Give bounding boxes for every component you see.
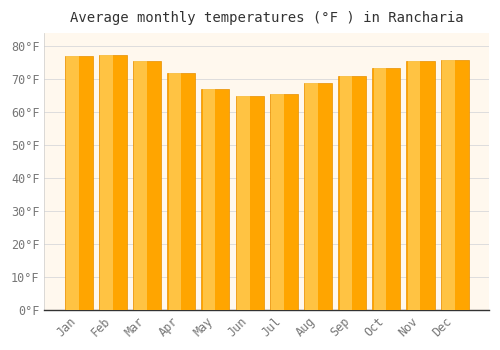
Bar [236,96,264,310]
Bar [340,76,352,310]
Bar [133,61,161,310]
Bar [372,68,400,310]
Bar [406,61,434,310]
Bar [304,83,332,310]
Bar [408,61,420,310]
Bar [374,68,386,310]
Bar [270,94,298,310]
Bar [99,55,127,310]
Bar [271,94,284,310]
Bar [442,60,454,310]
Bar [167,73,195,310]
Bar [134,61,147,310]
Bar [306,83,318,310]
Bar [100,55,113,310]
Bar [237,96,250,310]
Title: Average monthly temperatures (°F ) in Rancharia: Average monthly temperatures (°F ) in Ra… [70,11,464,25]
Bar [338,76,366,310]
Bar [202,89,230,310]
Bar [203,89,215,310]
Bar [168,73,181,310]
Bar [440,60,468,310]
Bar [66,56,78,310]
Bar [64,56,92,310]
